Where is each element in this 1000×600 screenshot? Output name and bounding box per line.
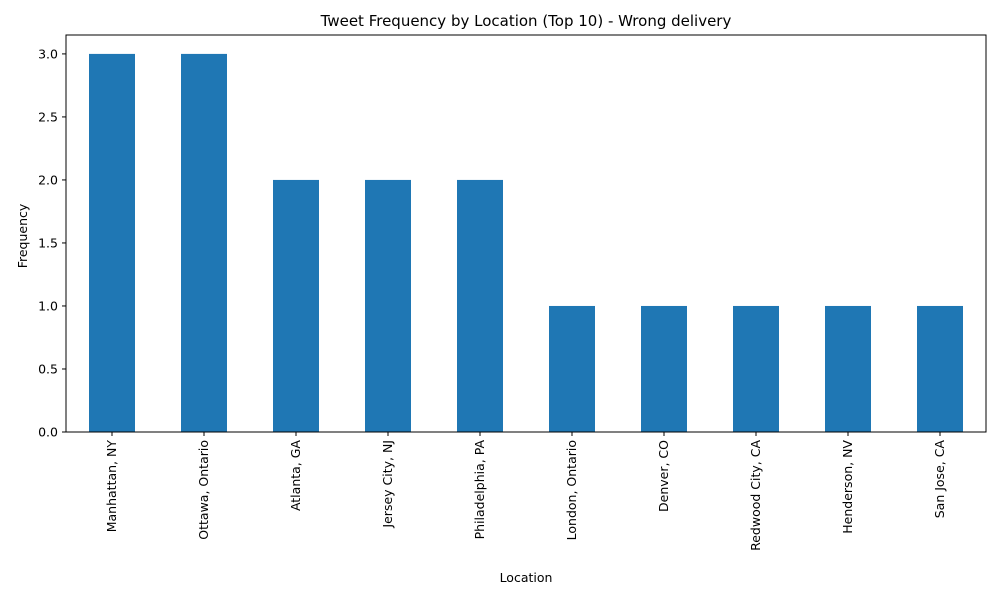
- bar-2: [273, 179, 319, 432]
- bar-1: [181, 53, 227, 433]
- bar-8: [825, 305, 871, 432]
- x-tick-label-3: Jersey City, NJ: [380, 440, 395, 529]
- x-axis-label: Location: [500, 570, 553, 585]
- bar-9: [917, 305, 963, 432]
- x-tick-label-2: Atlanta, GA: [288, 440, 303, 511]
- y-axis-label: Frequency: [15, 203, 30, 268]
- plot-frame: [65, 34, 987, 433]
- y-tick-label-5: 2.5: [38, 109, 58, 124]
- y-tick-label-0: 0.0: [38, 425, 58, 440]
- bar-0: [89, 53, 135, 433]
- bar-6: [641, 305, 687, 432]
- x-tick-label-9: San Jose, CA: [932, 440, 947, 519]
- y-axis-ticks: 0.0 0.5 1.0 1.5 2.0 2.5 3.0: [38, 46, 66, 440]
- bar-7: [733, 305, 779, 432]
- y-tick-label-4: 2.0: [38, 172, 58, 187]
- y-tick-label-1: 0.5: [38, 361, 58, 376]
- x-tick-label-4: Philadelphia, PA: [472, 440, 487, 540]
- chart-title: Tweet Frequency by Location (Top 10) - W…: [320, 12, 732, 30]
- x-tick-label-7: Redwood City, CA: [748, 440, 763, 551]
- bar-3: [365, 179, 411, 432]
- x-tick-label-5: London, Ontario: [564, 440, 579, 540]
- bars-group: [89, 53, 963, 433]
- x-tick-label-1: Ottawa, Ontario: [196, 440, 211, 540]
- bar-4: [457, 179, 503, 432]
- y-tick-label-3: 1.5: [38, 235, 58, 250]
- x-tick-label-6: Denver, CO: [656, 440, 671, 512]
- y-tick-label-2: 1.0: [38, 298, 58, 313]
- x-tick-label-8: Henderson, NV: [840, 440, 855, 534]
- x-tick-label-0: Manhattan, NY: [104, 440, 119, 533]
- y-tick-label-6: 3.0: [38, 46, 58, 61]
- x-axis-ticks: Manhattan, NY Ottawa, Ontario Atlanta, GA J…: [104, 432, 947, 551]
- bar-5: [549, 305, 595, 432]
